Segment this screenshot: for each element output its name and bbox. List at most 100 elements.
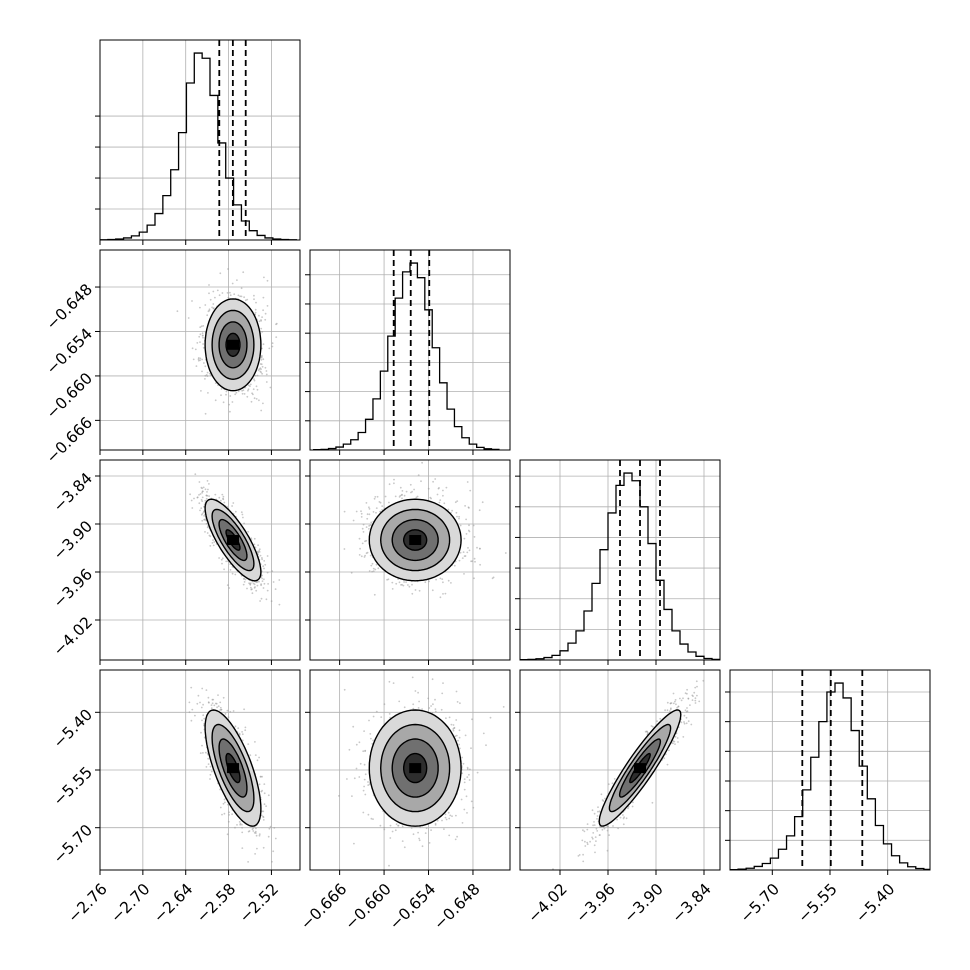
sample-point [363,556,366,558]
sample-point [428,707,431,709]
sample-point [407,584,409,586]
sample-point [448,817,451,820]
sample-point [213,541,216,543]
sample-point [207,757,210,760]
sample-point [243,581,246,583]
sample-point [463,555,466,557]
sample-point [693,691,696,694]
density-peak-block [634,763,646,774]
sample-point [274,837,277,840]
sample-point [401,583,403,586]
sample-point [411,592,414,595]
sample-point [253,379,256,382]
sample-point [388,483,391,486]
sample-point [646,730,648,733]
sample-point [203,505,205,508]
sample-point [227,820,230,823]
sample-point [666,763,669,766]
sample-point [231,282,234,285]
sample-point [214,493,217,496]
sample-point [417,707,420,709]
sample-point [372,715,375,718]
sample-point [260,359,263,361]
sample-point [689,704,691,706]
sample-point [597,806,599,809]
sample-point [417,474,420,476]
sample-point [258,551,261,553]
sample-point [262,816,265,819]
sample-point [202,703,204,706]
sample-point [668,749,670,752]
sample-point [254,308,257,311]
sample-point [268,347,271,350]
sample-point [236,824,238,826]
sample-point [228,814,231,816]
sample-point [190,499,193,502]
contour-line [218,738,248,798]
contour-line [403,529,428,551]
sample-point [447,508,450,511]
sample-point [212,290,215,293]
sample-point [584,845,587,847]
sample-point [372,818,374,820]
sample-point [229,569,232,571]
sample-point [583,830,586,833]
sample-point [242,389,245,392]
sample-point [690,723,693,726]
sample-point [691,699,694,701]
sample-point [427,487,430,490]
sample-point [199,326,202,329]
sample-point [400,494,403,496]
sample-point [411,676,414,679]
density-peak-block [409,535,422,545]
sample-point [260,583,262,585]
sample-point [586,828,589,831]
sample-point [591,837,594,840]
sample-point [204,531,206,533]
sample-point [235,391,238,394]
sample-point [417,691,419,694]
sample-point [452,729,455,732]
sample-point [218,496,221,499]
sample-point [259,363,262,365]
sample-point [431,678,434,681]
sample-point [219,272,222,275]
sample-point [255,385,258,388]
sample-point [478,509,481,512]
sample-point [201,487,204,490]
sample-point [262,309,264,312]
sample-point [467,547,469,549]
sample-point [389,716,391,719]
sample-point [248,830,251,832]
contour-line [211,723,255,813]
sample-point [616,818,618,821]
sample-point [265,370,268,372]
sample-point [434,822,437,825]
sample-point [189,493,191,496]
sample-point [210,770,213,773]
sample-point [596,818,598,820]
sample-point [192,358,195,361]
sample-point [471,718,473,721]
sample-point [262,587,265,589]
sample-point [234,510,237,513]
sample-point [608,834,610,836]
sample-point [589,840,591,843]
sample-point [196,496,199,499]
sample-point [395,823,398,826]
sample-point [252,393,254,396]
sample-point [595,827,598,830]
sample-point [454,735,457,738]
sample-point [453,564,456,567]
sample-point [256,388,259,391]
sample-point [218,557,220,559]
sample-point [201,332,204,335]
sample-point [208,483,210,485]
sample-point [402,584,405,587]
sample-point [369,524,372,526]
sample-point [266,555,269,557]
sample-point [360,555,363,558]
sample-point [492,576,495,579]
sample-point [256,847,258,850]
sample-point [677,741,679,743]
